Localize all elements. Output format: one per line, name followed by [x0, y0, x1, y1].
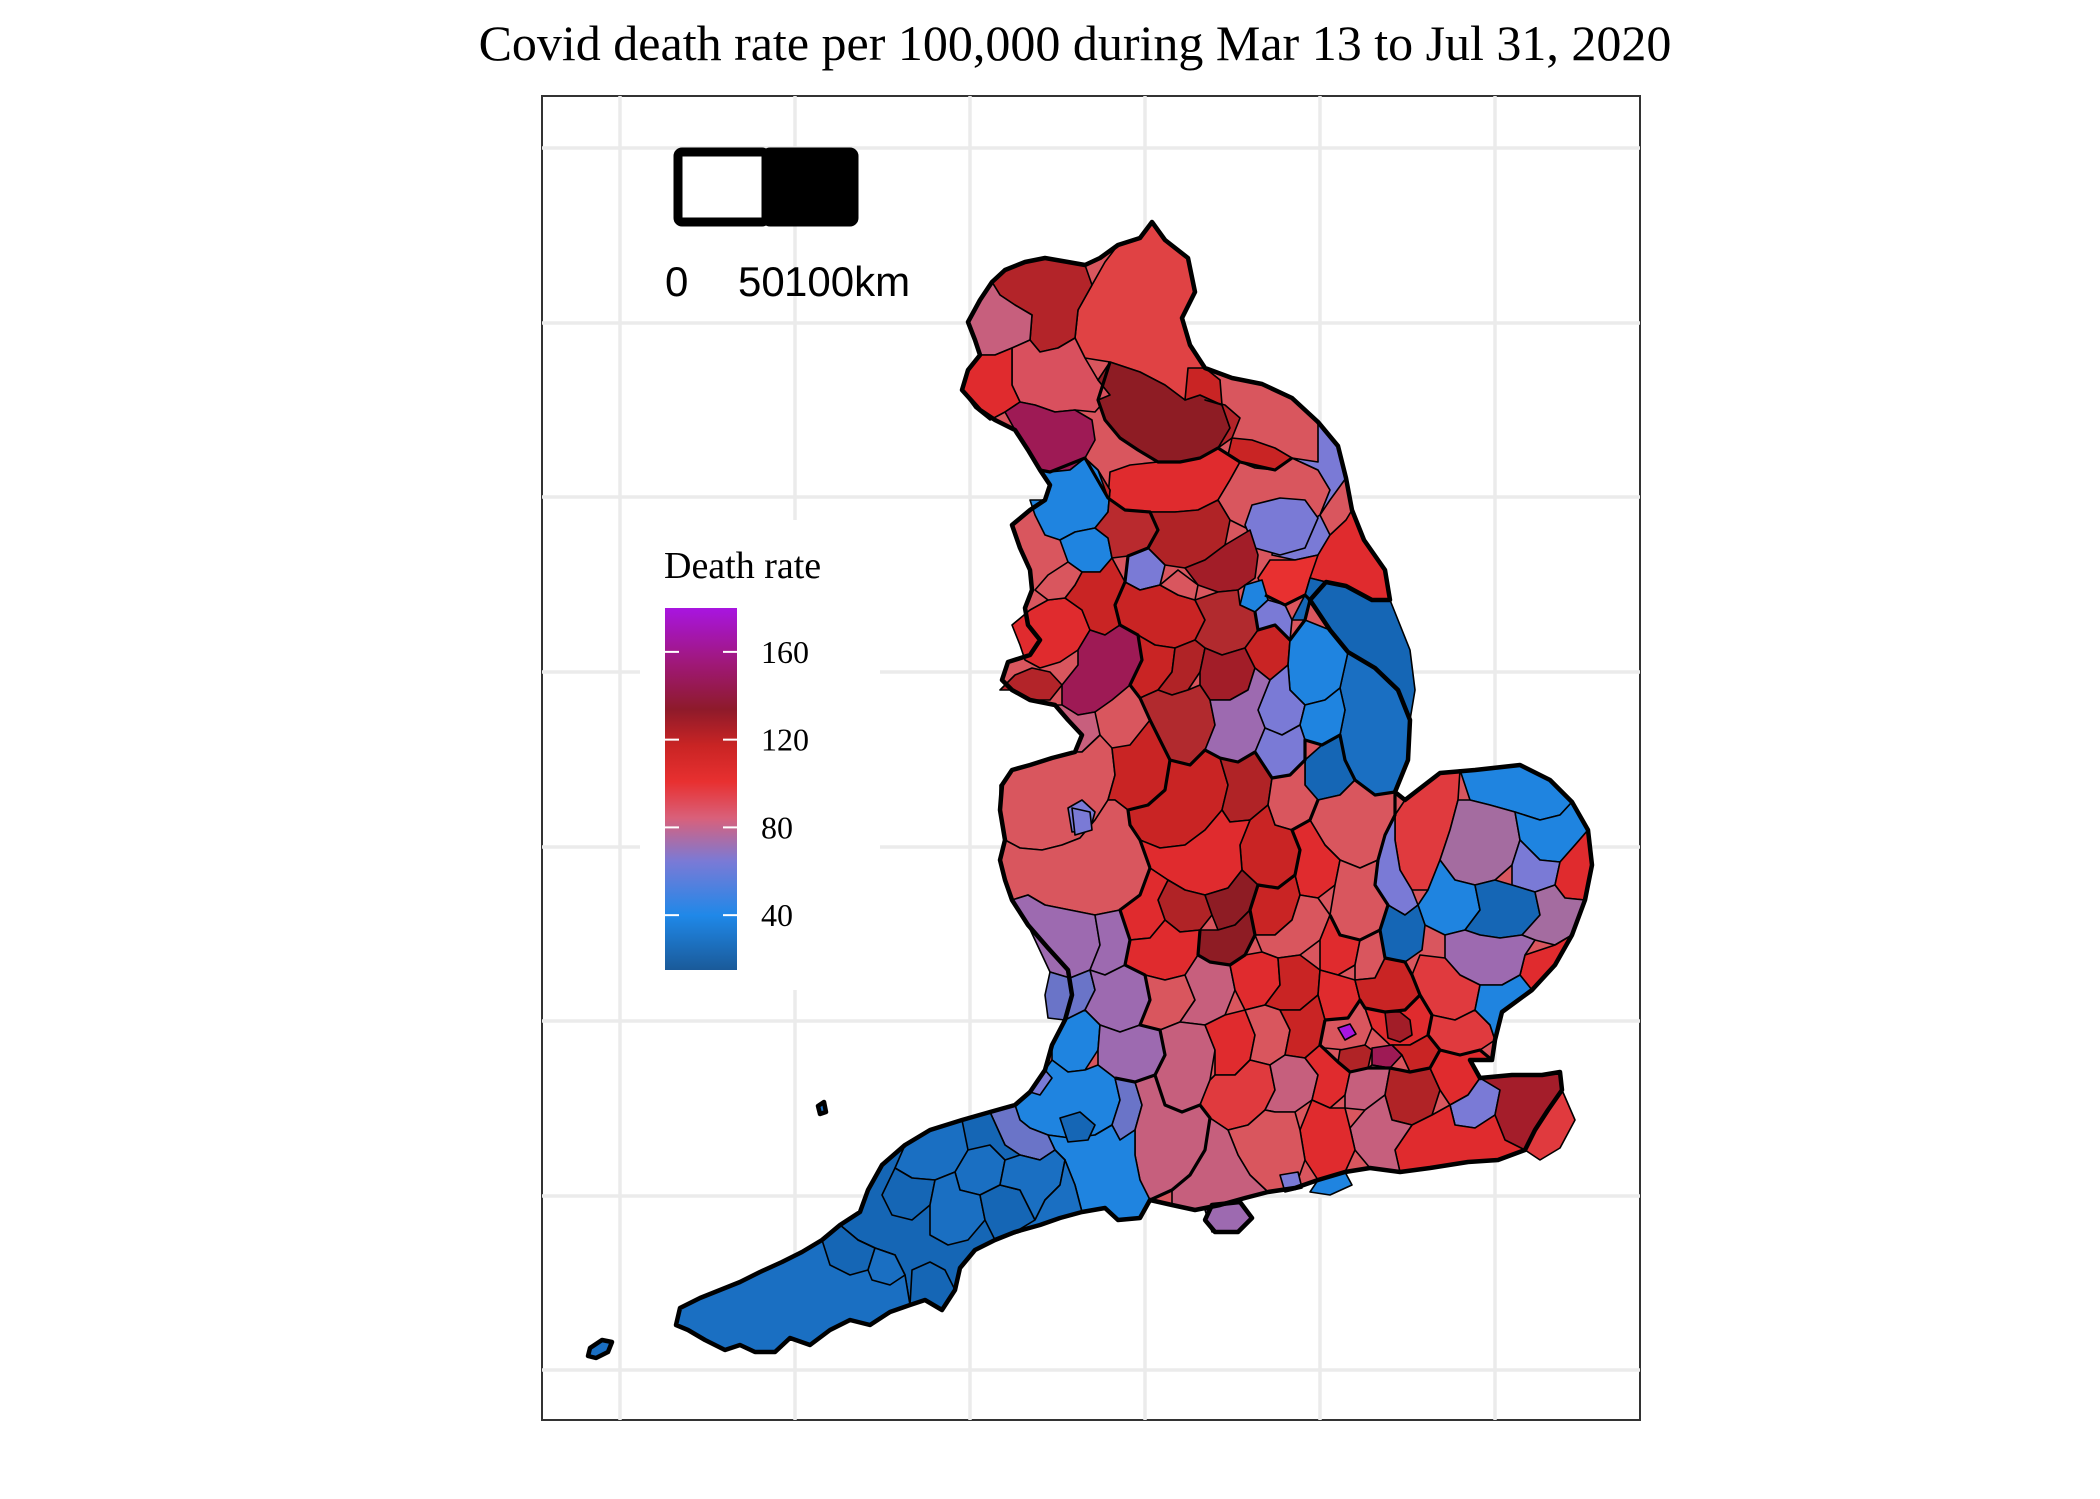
map-title: Covid death rate per 100,000 during Mar …	[478, 15, 1672, 71]
legend-tick-label: 40	[761, 897, 793, 933]
scale-bar-segment-0	[673, 147, 771, 227]
legend: Death rate 160 120 80 40	[640, 520, 880, 990]
legend-ticks: 160 120 80 40	[665, 634, 809, 933]
scale-label-100km: 100km	[784, 258, 910, 305]
scale-bar-segment-1	[761, 147, 859, 227]
legend-colorbar	[665, 608, 737, 970]
england-map	[585, 219, 1595, 1361]
england-coastline	[673, 219, 1595, 1355]
legend-tick-label: 80	[761, 809, 793, 845]
legend-title: Death rate	[664, 545, 821, 587]
legend-tick-label: 120	[761, 722, 809, 758]
scale-label-50: 50	[738, 258, 785, 305]
scale-bar: 0 50 100km	[665, 147, 910, 305]
legend-tick-label: 160	[761, 634, 809, 670]
scale-label-0: 0	[665, 258, 688, 305]
